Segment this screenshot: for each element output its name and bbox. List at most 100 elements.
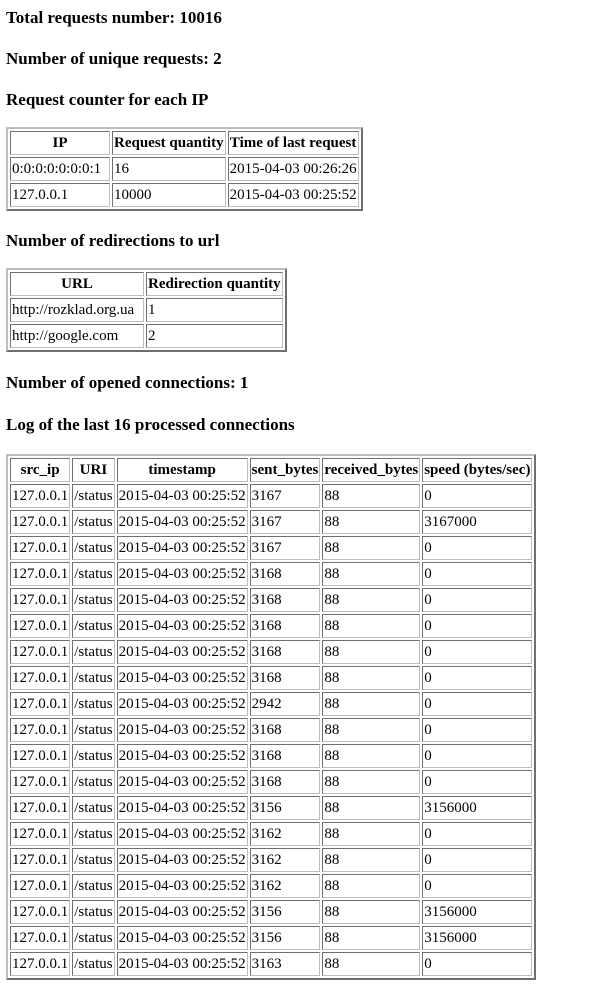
received-bytes-cell: 88: [322, 588, 421, 612]
connections-log-table: src_ip URI timestamp sent_bytes received…: [6, 454, 537, 980]
sent-bytes-cell: 3156: [249, 900, 321, 924]
speed-cell: 0: [422, 666, 533, 690]
timestamp-cell: 2015-04-03 00:25:52: [116, 718, 248, 742]
received-bytes-cell: 88: [322, 770, 421, 794]
log-heading: Log of the last 16 processed connections: [6, 415, 295, 434]
table-row: 127.0.0.1/status 2015-04-03 00:25:52 3162 8…: [10, 822, 533, 846]
column-header-timestamp: timestamp: [116, 458, 248, 482]
uri-cell: /status: [72, 718, 115, 742]
speed-cell: 0: [422, 718, 533, 742]
timestamp-cell: 2015-04-03 00:25:52: [116, 848, 248, 872]
table-row: 127.0.0.1/status 2015-04-03 00:25:52 3162 8…: [10, 874, 533, 898]
timestamp-cell: 2015-04-03 00:25:52: [116, 900, 248, 924]
uri-cell: /status: [72, 926, 115, 950]
uri-cell: /status: [72, 848, 115, 872]
table-cell: 2: [146, 324, 283, 348]
received-bytes-cell: 88: [322, 614, 421, 638]
table-row: http://rozklad.org.ua 1: [10, 298, 283, 322]
speed-cell: 3156000: [422, 900, 533, 924]
speed-cell: 0: [422, 848, 533, 872]
received-bytes-cell: 88: [322, 640, 421, 664]
table-row: 127.0.0.1/status 2015-04-03 00:25:52 3156 8…: [10, 926, 533, 950]
src-ip-cell: 127.0.0.1: [10, 666, 71, 690]
uri-cell: /status: [72, 822, 115, 846]
received-bytes-cell: 88: [322, 822, 421, 846]
sent-bytes-cell: 3168: [249, 614, 321, 638]
sent-bytes-cell: 3167: [249, 510, 321, 534]
sent-bytes-cell: 3168: [249, 588, 321, 612]
sent-bytes-cell: 3168: [249, 562, 321, 586]
uri-cell: /status: [72, 640, 115, 664]
total-requests-heading: Total requests number: 10016: [6, 8, 222, 27]
table-row: 127.0.0.1/status 2015-04-03 00:25:52 3167 8…: [10, 536, 533, 560]
table-cell: 2015-04-03 00:26:26: [227, 157, 359, 181]
table-cell: 10000: [112, 183, 226, 207]
src-ip-cell: 127.0.0.1: [10, 640, 71, 664]
src-ip-cell: 127.0.0.1: [10, 510, 71, 534]
column-header-speed: speed (bytes/sec): [422, 458, 533, 482]
src-ip-cell: 127.0.0.1: [10, 770, 71, 794]
received-bytes-cell: 88: [322, 536, 421, 560]
table-row: 0:0:0:0:0:0:0:1 16 2015-04-03 00:26:26: [10, 157, 359, 181]
src-ip-cell: 127.0.0.1: [10, 926, 71, 950]
speed-cell: 0: [422, 692, 533, 716]
received-bytes-cell: 88: [322, 874, 421, 898]
sent-bytes-cell: 3167: [249, 536, 321, 560]
src-ip-cell: 127.0.0.1: [10, 874, 71, 898]
table-row: 127.0.0.1 10000 2015-04-03 00:25:52: [10, 183, 359, 207]
table-row: 127.0.0.1/status 2015-04-03 00:25:52 3168 8…: [10, 770, 533, 794]
table-row: 127.0.0.1/status 2015-04-03 00:25:52 3168 8…: [10, 588, 533, 612]
table-row: 127.0.0.1/status 2015-04-03 00:25:52 3167 8…: [10, 510, 533, 534]
table-row: 127.0.0.1/status 2015-04-03 00:25:52 3156 8…: [10, 796, 533, 820]
sent-bytes-cell: 3168: [249, 770, 321, 794]
received-bytes-cell: 88: [322, 926, 421, 950]
sent-bytes-cell: 3156: [249, 926, 321, 950]
src-ip-cell: 127.0.0.1: [10, 588, 71, 612]
sent-bytes-cell: 3156: [249, 796, 321, 820]
speed-cell: 0: [422, 874, 533, 898]
received-bytes-cell: 88: [322, 718, 421, 742]
uri-cell: /status: [72, 536, 115, 560]
uri-cell: /status: [72, 744, 115, 768]
redirections-table: URL Redirection quantity http://rozklad.…: [6, 268, 287, 352]
uri-cell: /status: [72, 614, 115, 638]
uri-cell: /status: [72, 588, 115, 612]
speed-cell: 0: [422, 562, 533, 586]
uri-cell: /status: [72, 562, 115, 586]
log-table-body: 127.0.0.1/status 2015-04-03 00:25:52 3167 8…: [10, 484, 533, 976]
table-row: 127.0.0.1/status 2015-04-03 00:25:52 3156 8…: [10, 900, 533, 924]
timestamp-cell: 2015-04-03 00:25:52: [116, 822, 248, 846]
timestamp-cell: 2015-04-03 00:25:52: [116, 536, 248, 560]
sent-bytes-cell: 3168: [249, 744, 321, 768]
sent-bytes-cell: 3168: [249, 640, 321, 664]
timestamp-cell: 2015-04-03 00:25:52: [116, 666, 248, 690]
speed-cell: 0: [422, 614, 533, 638]
sent-bytes-cell: 3162: [249, 874, 321, 898]
received-bytes-cell: 88: [322, 510, 421, 534]
sent-bytes-cell: 3167: [249, 484, 321, 508]
uri-cell: /status: [72, 900, 115, 924]
src-ip-cell: 127.0.0.1: [10, 562, 71, 586]
table-row: 127.0.0.1/status 2015-04-03 00:25:52 3168 8…: [10, 744, 533, 768]
table-cell: 1: [146, 298, 283, 322]
src-ip-cell: 127.0.0.1: [10, 848, 71, 872]
uri-cell: /status: [72, 874, 115, 898]
speed-cell: 0: [422, 744, 533, 768]
column-header-received-bytes: received_bytes: [322, 458, 421, 482]
table-row: 127.0.0.1/status 2015-04-03 00:25:52 3167 8…: [10, 484, 533, 508]
src-ip-cell: 127.0.0.1: [10, 692, 71, 716]
column-header-time-of-last-request: Time of last request: [227, 131, 359, 155]
speed-cell: 0: [422, 770, 533, 794]
uri-cell: /status: [72, 796, 115, 820]
uri-cell: /status: [72, 510, 115, 534]
table-row: 127.0.0.1/status 2015-04-03 00:25:52 3168 8…: [10, 614, 533, 638]
ip-counter-heading: Request counter for each IP: [6, 90, 209, 109]
speed-cell: 0: [422, 484, 533, 508]
timestamp-cell: 2015-04-03 00:25:52: [116, 744, 248, 768]
column-header-sent-bytes: sent_bytes: [249, 458, 321, 482]
src-ip-cell: 127.0.0.1: [10, 796, 71, 820]
table-row: 127.0.0.1/status 2015-04-03 00:25:52 3168 8…: [10, 666, 533, 690]
table-cell: 0:0:0:0:0:0:0:1: [10, 157, 110, 181]
speed-cell: 3156000: [422, 796, 533, 820]
uri-cell: /status: [72, 692, 115, 716]
